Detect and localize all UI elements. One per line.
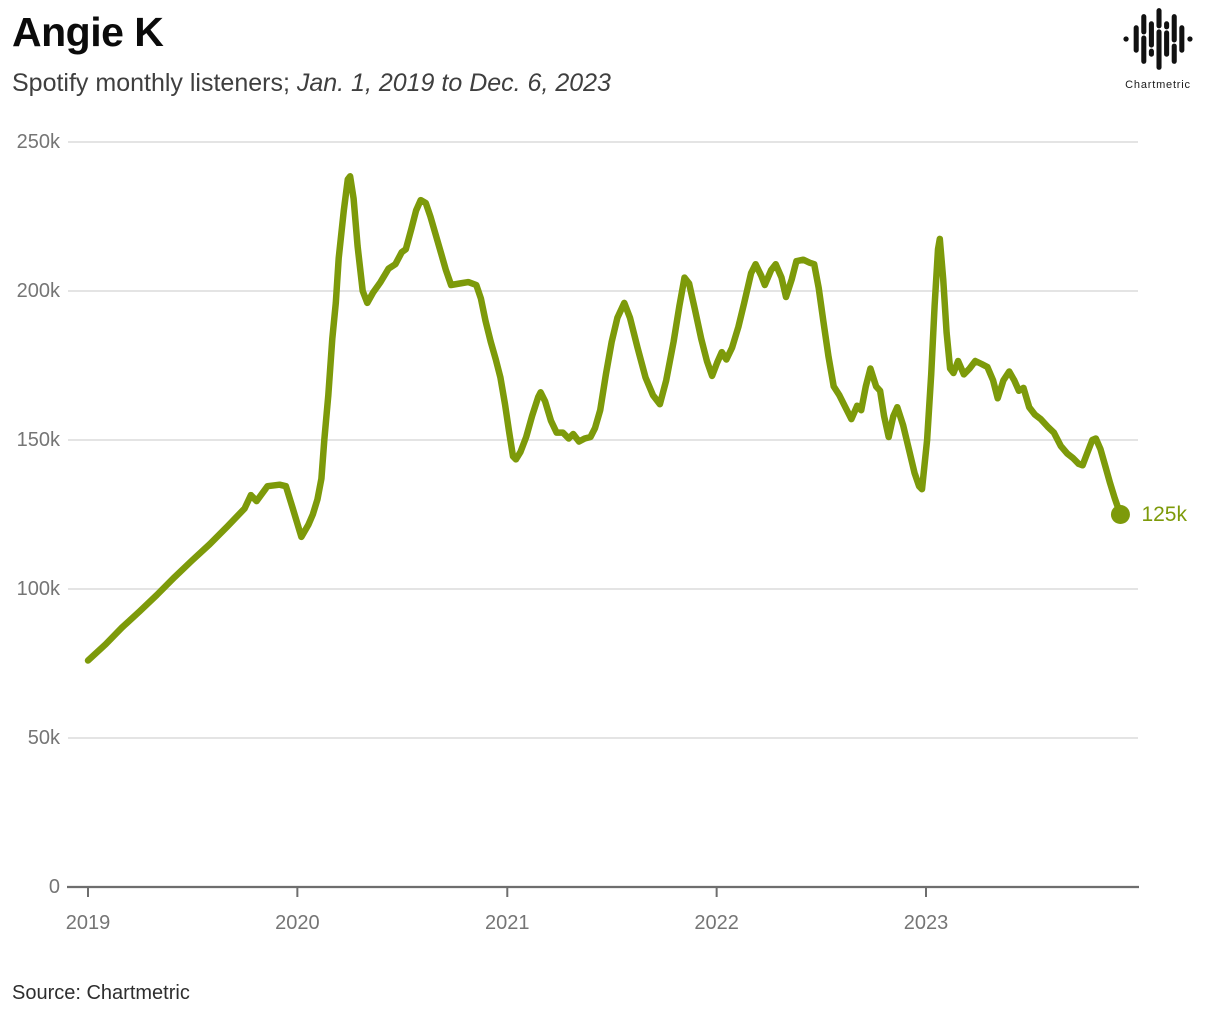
y-tick-label: 150k	[16, 429, 60, 451]
chartmetric-logo-icon	[1123, 8, 1193, 70]
y-tick-label: 100k	[16, 578, 60, 600]
source-credit: Source: Chartmetric	[12, 982, 190, 1004]
subtitle-plain: Spotify monthly listeners;	[12, 69, 297, 98]
end-point-dot	[1110, 505, 1130, 524]
x-tick-label: 2020	[275, 912, 320, 934]
chartmetric-logo-label: Chartmetric	[1125, 79, 1191, 91]
y-tick-label: 50k	[27, 727, 60, 749]
chartmetric-logo: Chartmetric	[1110, 6, 1206, 91]
x-tick-label: 2019	[65, 912, 111, 934]
listeners-line	[84, 173, 1124, 664]
chart-header: Angie K Spotify monthly listeners; Jan. …	[12, 9, 611, 98]
end-value-label: 125k	[1141, 502, 1187, 526]
x-tick-label: 2021	[485, 912, 530, 934]
chart-subtitle: Spotify monthly listeners; Jan. 1, 2019 …	[12, 69, 611, 98]
page-title: Angie K	[12, 9, 164, 55]
y-tick-label: 0	[48, 876, 60, 898]
x-tick-label: 2023	[903, 912, 949, 934]
y-tick-label: 250k	[16, 131, 60, 153]
y-tick-label: 200k	[16, 280, 60, 302]
subtitle-date-range: Jan. 1, 2019 to Dec. 6, 2023	[296, 69, 611, 98]
x-tick-label: 2022	[694, 912, 739, 934]
